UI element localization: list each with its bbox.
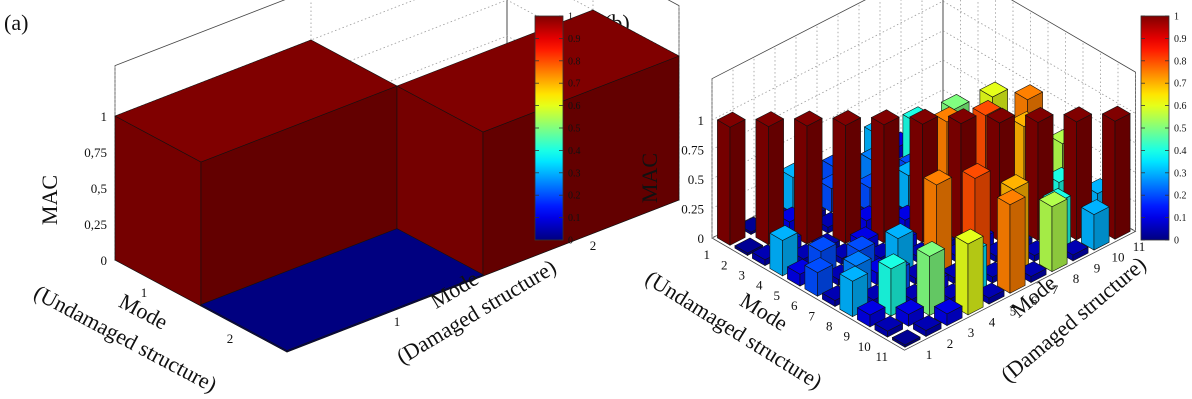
panel-b-y-tick-label: 5	[1010, 304, 1017, 319]
panel-b-colorbar-tick-label: 0.9	[1174, 34, 1187, 45]
panel-a-colorbar-tick-label: 0.2	[568, 191, 581, 202]
panel-b-z-tick-label: 1	[698, 113, 705, 128]
panel-b-colorbar-gradient	[1140, 15, 1170, 241]
panel-b-bar	[804, 257, 834, 297]
panel-a-colorbar-tick-label: 0.6	[568, 101, 581, 112]
panel-b-z-tick-label: 0.75	[681, 143, 704, 158]
panel-a-colorbar-tick-label: 0.9	[568, 34, 581, 45]
panel-b-x-tick-label: 6	[791, 298, 798, 313]
panel-a-z-tick-label: 0	[101, 253, 108, 268]
panel-a-y-tick-label: 1	[394, 314, 401, 329]
panel-a-colorbar-tick-label: 1	[568, 12, 573, 23]
panel-b-x-tick-label: 5	[774, 288, 781, 303]
panel-b-bar	[870, 109, 900, 244]
panel-b-x-tick-label: 9	[844, 329, 851, 344]
panel-a-colorbar-tick-label: 0.3	[568, 168, 581, 179]
panel-b-bar	[912, 315, 942, 337]
panel-b-x-tick-label: 2	[721, 257, 728, 272]
panel-b-x-tick-label: 3	[739, 268, 746, 283]
panel-b-colorbar-tick-label: 0.5	[1174, 124, 1187, 135]
panel-b-colorbar-tick-label: 0.3	[1174, 168, 1187, 179]
panel-b-y-tick-label: 4	[989, 314, 996, 329]
panel-b-x-tick-label: 1	[704, 247, 711, 262]
panel-a-z-tick-label: 1	[101, 109, 108, 124]
panel-b-z-gridline	[711, 0, 1136, 121]
panel-b-colorbar-tick-label: 0.2	[1174, 191, 1187, 202]
panel-a-bars	[114, 9, 680, 353]
panel-b-bar	[874, 315, 904, 338]
panel-a-tag: (a)	[4, 10, 28, 35]
panel-b-y-tick-label: 11	[1133, 239, 1146, 254]
panel-a-y-tick-label: 2	[590, 238, 597, 253]
panel-a-colorbar: 1 0.9 0.8 0.7 0.6 0.5 0.4 0.3 0.2 0.1 0	[534, 12, 581, 247]
panel-b-x-tick-label: 8	[826, 319, 833, 334]
panel-b-bar	[954, 228, 984, 316]
panel-a-colorbar-tick-label: 0.5	[568, 124, 581, 135]
panel-b-bar	[1080, 199, 1110, 251]
panel-a-x-tick-label: 2	[227, 331, 234, 346]
panel-b-y-tick-label: 2	[947, 336, 954, 351]
panel-b-colorbar-tick-label: 1	[1174, 12, 1179, 23]
panel-a-colorbar-tick-label: 0.8	[568, 56, 581, 67]
panel-a-zlabel: MAC	[37, 175, 62, 225]
panel-b-y-tick-label: 10	[1112, 250, 1125, 265]
panel-b-bar	[755, 111, 785, 246]
panel-a-colorbar-gradient	[534, 15, 564, 241]
panel-b-bar	[716, 111, 746, 246]
panel-b-bar	[996, 189, 1026, 294]
panel-b-y-tick-label: 1	[926, 347, 933, 362]
panel-a-colorbar-tick-label: 0.4	[568, 146, 581, 157]
panel-b-colorbar-tick-label: 0.1	[1174, 213, 1187, 224]
panel-b-z-gridline	[711, 30, 1136, 150]
panel-b-y-tick-label: 6	[1031, 293, 1038, 308]
panel-b-bar	[1038, 191, 1068, 273]
panel-b-bar	[832, 109, 862, 244]
panel-a-z-tick-label: 0,5	[91, 181, 107, 196]
panel-a-z-tick-label: 0,25	[84, 217, 107, 232]
panel-b-bar	[769, 224, 799, 277]
panel-b-y-tick-label: 3	[968, 325, 975, 340]
panel-b-colorbar-tick-label: 0	[1174, 236, 1179, 247]
panel-b-bar	[734, 237, 764, 256]
panel-b-z-tick-label: 0.25	[681, 202, 704, 217]
panel-b-colorbar-tick-label: 0.7	[1174, 79, 1187, 90]
panel-a-x-tick-label: 1	[141, 285, 148, 300]
panel-b-bar	[933, 298, 963, 327]
panel-b-colorbar-tick-label: 0.8	[1174, 56, 1187, 67]
panel-a-colorbar-tick-label: 0	[568, 236, 573, 247]
panel-b-y-tick-label: 7	[1052, 282, 1059, 297]
panel-b-x-tick-label: 7	[809, 308, 816, 323]
panel-a-colorbar-tick-label: 0.7	[568, 79, 581, 90]
panel-a-ticks: 0 0,25 0,5 0,75 1 1 2 1 2	[84, 109, 596, 346]
panel-b-z-tick-label: 0	[698, 231, 705, 246]
panel-a-bar	[200, 228, 484, 353]
panel-b-colorbar-tick-label: 0.4	[1174, 146, 1187, 157]
panel-b-zlabel: MAC	[637, 153, 662, 203]
panel-b-bar	[891, 329, 921, 348]
panel-b-colorbar-tick-label: 0.6	[1174, 101, 1187, 112]
panel-b-bar	[916, 240, 946, 316]
panel-b-x-tick-label: 10	[858, 339, 871, 354]
panel-a-z-tick-label: 0,75	[84, 145, 107, 160]
panel-a-colorbar-tick-label: 0.1	[568, 213, 581, 224]
panel-b-bar	[895, 298, 925, 327]
panel-b-x-tick-label: 4	[756, 278, 763, 293]
panel-b-bars	[716, 81, 1131, 348]
panel-b-x-tick-label: 11	[875, 349, 888, 364]
panel-b-y-tick-label: 8	[1073, 271, 1080, 286]
panel-b-bar	[877, 253, 907, 317]
panel-b-colorbar: 1 0.9 0.8 0.7 0.6 0.5 0.4 0.3 0.2 0.1 0	[1140, 12, 1187, 247]
panel-b-bar	[793, 110, 823, 245]
panel-b-z-tick-label: 0.5	[688, 172, 704, 187]
panel-b-y-tick-label: 9	[1094, 260, 1101, 275]
